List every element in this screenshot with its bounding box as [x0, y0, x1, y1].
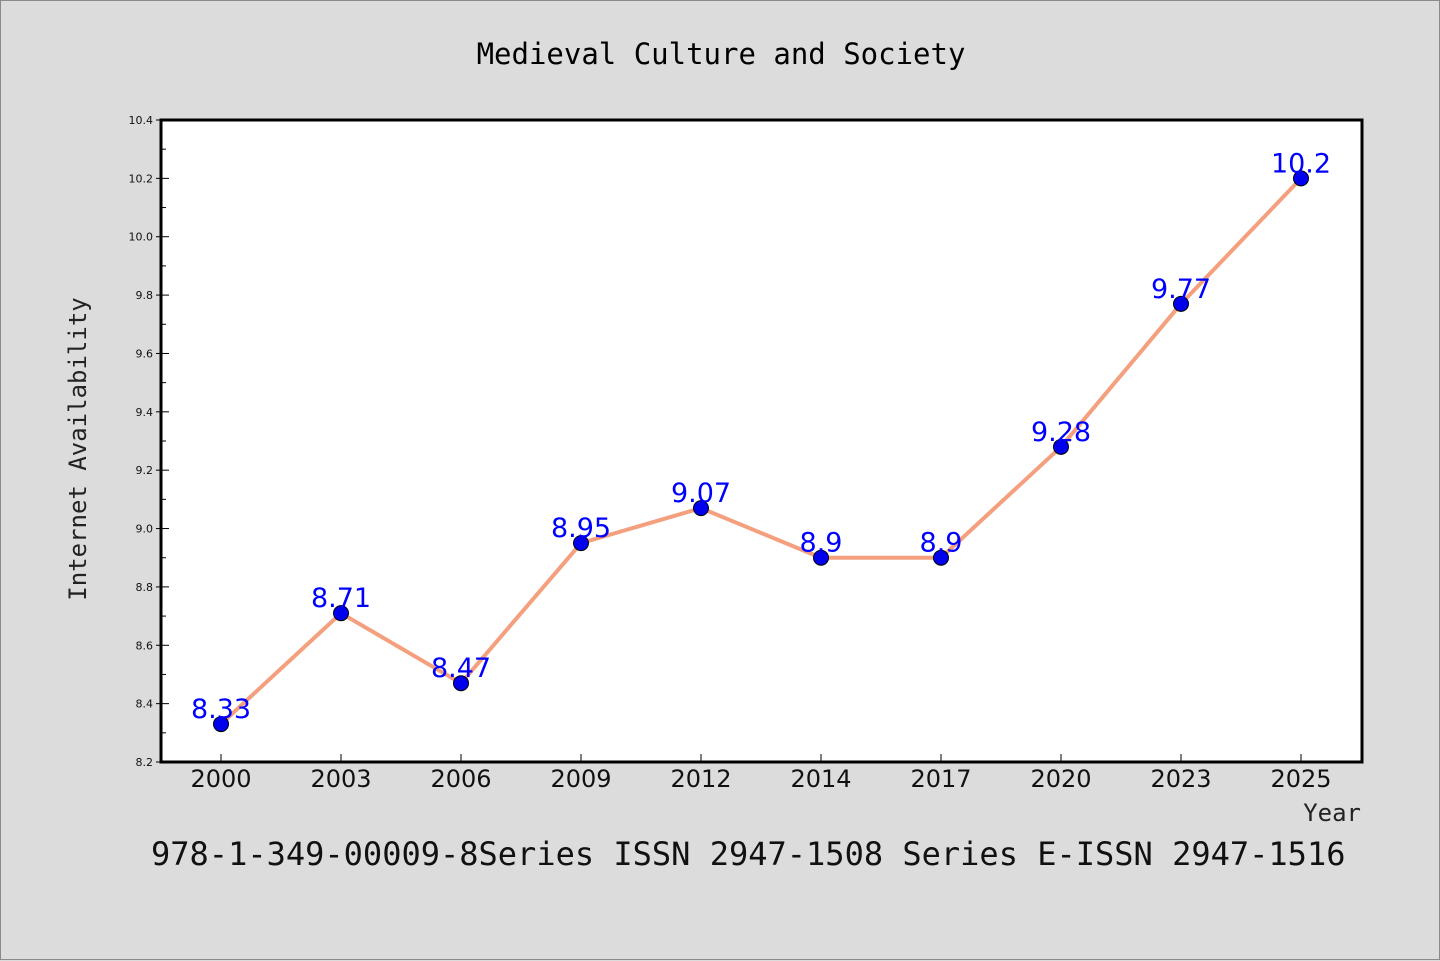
data-point-marker	[1293, 170, 1309, 187]
data-point-marker	[693, 500, 709, 517]
y-tick-label: 10.2	[129, 172, 154, 185]
y-tick-label: 9.8	[136, 289, 154, 302]
x-tick-label: 2020	[1030, 765, 1091, 793]
data-label: 9.77	[1151, 274, 1211, 305]
x-tick-label: 2014	[790, 765, 851, 793]
y-tick-label: 10.4	[129, 114, 154, 127]
data-label: 10.2	[1271, 148, 1331, 179]
footer-isbn-issn: 978-1-349-00009-8Series ISSN 2947-1508 S…	[151, 835, 1345, 873]
x-tick-label: 2006	[430, 765, 491, 793]
data-point-marker	[813, 549, 829, 566]
x-tick-label: 2003	[310, 765, 371, 793]
data-point-marker	[213, 716, 229, 733]
y-tick-label: 8.6	[136, 639, 154, 652]
y-tick-label: 9.6	[136, 347, 154, 360]
series-line	[219, 176, 1303, 726]
chart-title: Medieval Culture and Society	[477, 37, 966, 71]
x-tick-label: 2025	[1270, 765, 1331, 793]
line-series: 8.33 8.71 8.47 8.95 9.07 8.9 8.9 9.28 9.77 10.2	[191, 148, 1331, 733]
y-tick-label: 8.4	[136, 698, 154, 711]
data-label: 8.33	[191, 694, 251, 725]
data-label: 8.95	[551, 513, 611, 544]
data-point-marker	[933, 549, 949, 566]
y-tick-label: 9.4	[136, 406, 154, 419]
y-tick-label: 10.0	[129, 231, 154, 244]
plot-area	[159, 118, 1364, 764]
data-label: 8.47	[431, 653, 491, 684]
y-tick-label: 8.2	[136, 756, 154, 769]
data-label: 8.9	[920, 528, 963, 559]
x-tick-label: 2023	[1150, 765, 1211, 793]
y-tick-label: 9.0	[136, 523, 154, 536]
x-tick-label: 2017	[910, 765, 971, 793]
data-point-marker	[1173, 295, 1189, 312]
y-tick-label: 8.8	[136, 581, 154, 594]
data-label: 9.28	[1031, 417, 1091, 448]
data-point-marker	[453, 675, 469, 692]
x-axis-ticks: 2000 2003 2006 2009 2012 2014 2017 2020 2023 2025	[190, 754, 1332, 793]
x-tick-label: 2000	[190, 765, 251, 793]
data-point-marker	[333, 605, 349, 622]
data-label: 8.9	[800, 528, 843, 559]
y-axis-ticks: 8.2 8.4 8.6 8.8 9.0 9.2 9.4 9.6 9.8 10.0 10.2 10.4	[129, 114, 169, 769]
y-tick-label: 9.2	[136, 464, 154, 477]
y-axis-label: Internet Availability	[64, 297, 92, 600]
data-point-marker	[573, 535, 589, 552]
x-tick-label: 2012	[670, 765, 731, 793]
data-label: 8.71	[311, 583, 371, 614]
x-axis-label: Year	[1303, 799, 1361, 827]
data-label: 9.07	[671, 478, 731, 509]
data-point-marker	[1053, 438, 1069, 455]
x-tick-label: 2009	[550, 765, 611, 793]
